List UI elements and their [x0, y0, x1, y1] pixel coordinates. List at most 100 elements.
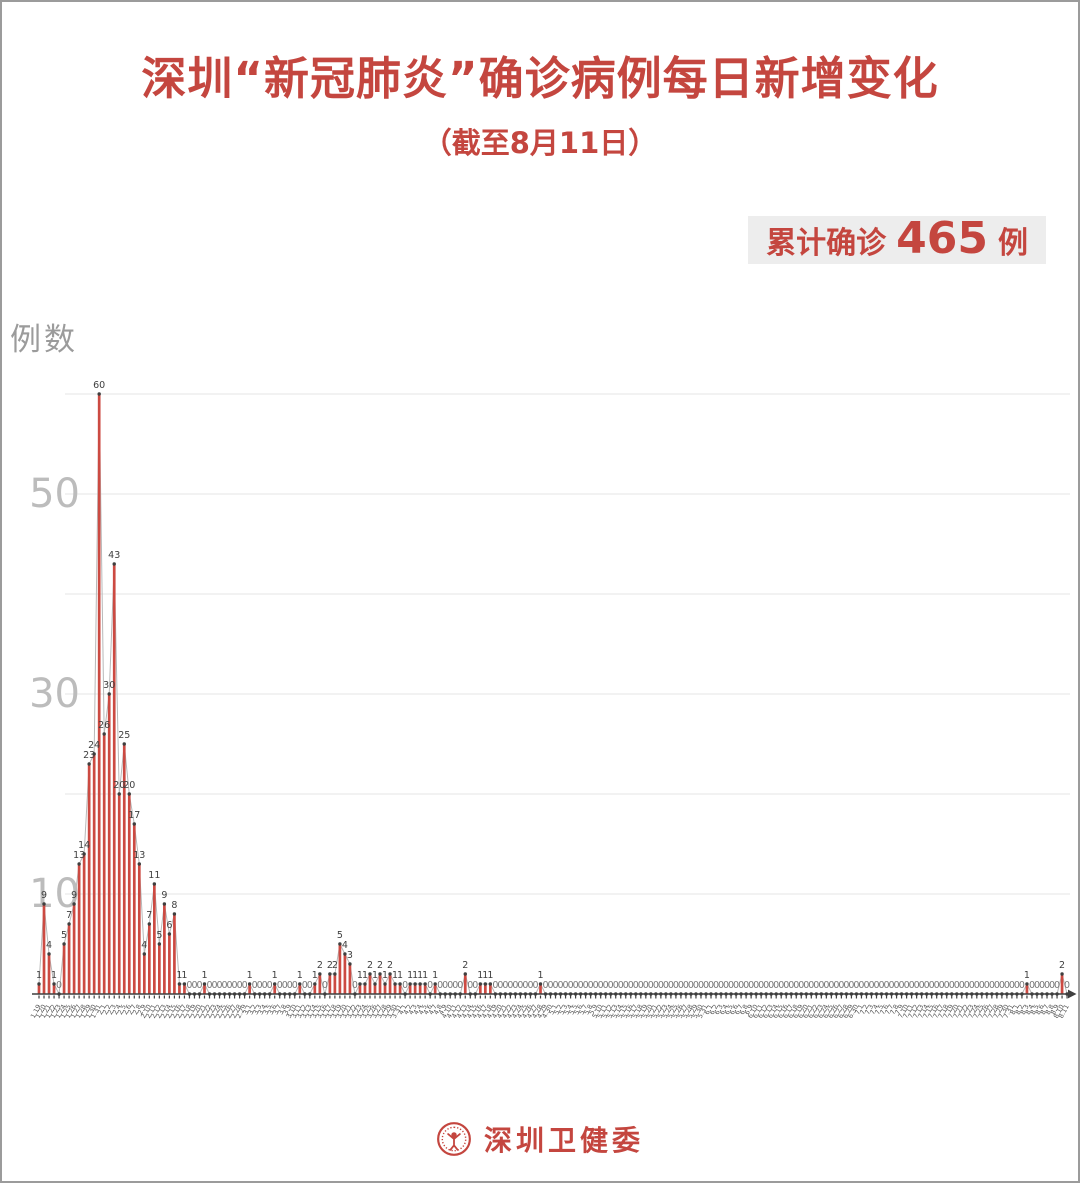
value-label: 0	[788, 980, 794, 991]
value-label: 0	[222, 980, 228, 991]
value-label: 0	[427, 980, 433, 991]
x-tick	[595, 995, 597, 999]
x-tick	[665, 995, 667, 999]
shenzhen-health-commission-seal-icon	[437, 1122, 471, 1156]
value-label: 0	[467, 980, 473, 991]
value-label: 0	[287, 980, 293, 991]
x-tick	[439, 995, 441, 999]
value-label: 0	[593, 980, 599, 991]
value-label: 0	[558, 980, 564, 991]
x-tick	[163, 995, 165, 999]
value-label: 5	[337, 930, 343, 941]
data-point-marker	[167, 932, 172, 936]
value-label: 0	[542, 980, 548, 991]
value-label: 0	[292, 980, 298, 991]
value-label: 0	[878, 980, 884, 991]
value-label: 0	[738, 980, 744, 991]
value-label: 4	[46, 940, 52, 951]
date-label: 7.1	[853, 1003, 865, 1016]
value-label: 0	[894, 980, 900, 991]
value-label: 0	[277, 980, 283, 991]
org-name: 深圳卫健委	[483, 1124, 644, 1157]
bar	[37, 984, 41, 994]
bar	[147, 924, 151, 994]
x-tick	[905, 995, 908, 999]
value-label: 0	[242, 980, 248, 991]
value-label: 0	[522, 980, 528, 991]
x-tick	[885, 995, 888, 999]
data-point-marker	[413, 982, 417, 986]
date-label: 5.1	[547, 1003, 559, 1016]
x-tick	[188, 995, 191, 999]
value-label: 0	[457, 980, 463, 991]
value-label: 0	[613, 980, 619, 991]
date-label: 8.3	[1019, 1003, 1031, 1016]
value-label: 1	[362, 970, 368, 981]
value-label: 1	[487, 970, 493, 981]
x-tick	[459, 995, 461, 999]
x-tick	[780, 995, 782, 999]
data-point-marker	[373, 982, 377, 986]
value-label: 2	[367, 960, 373, 971]
date-label: 8.6	[1034, 1003, 1046, 1016]
data-point-marker	[313, 982, 317, 986]
x-tick	[529, 995, 532, 999]
value-label: 0	[848, 980, 854, 991]
bar	[483, 984, 487, 994]
x-tick	[670, 995, 672, 999]
x-tick	[916, 995, 918, 999]
value-label: 0	[793, 980, 799, 991]
value-label: 0	[262, 980, 268, 991]
date-label: 7.9	[893, 1003, 905, 1016]
x-tick	[374, 995, 376, 999]
date-label: 4.9	[437, 1003, 449, 1016]
x-tick	[695, 995, 697, 999]
value-label: 0	[282, 980, 288, 991]
x-tick	[805, 995, 807, 999]
data-point-marker	[82, 852, 86, 856]
x-tick	[895, 995, 898, 999]
x-tick	[1016, 995, 1018, 999]
value-label: 8	[171, 900, 177, 911]
bar	[393, 984, 397, 994]
date-label: 4.7	[427, 1003, 439, 1016]
bar	[418, 984, 422, 994]
x-tick	[534, 995, 537, 999]
value-label: 11	[148, 870, 160, 881]
x-tick	[936, 995, 938, 999]
x-tick	[399, 995, 401, 999]
x-tick	[569, 995, 572, 999]
value-label: 0	[553, 980, 559, 991]
value-label: 0	[884, 980, 890, 991]
date-label: 2.7	[126, 1003, 138, 1016]
x-tick	[354, 995, 356, 999]
x-tick	[549, 995, 552, 999]
value-label: 0	[748, 980, 754, 991]
data-point-marker	[463, 972, 467, 976]
x-tick	[128, 995, 130, 999]
x-tick	[900, 995, 903, 999]
value-label: 0	[608, 980, 614, 991]
bar	[478, 984, 482, 994]
x-tick	[279, 995, 281, 999]
value-label: 1	[297, 970, 303, 981]
x-tick	[329, 995, 331, 999]
x-tick	[790, 995, 792, 999]
bar	[163, 904, 166, 994]
badge-value: 465	[896, 213, 988, 264]
value-label: 30	[103, 680, 115, 691]
x-tick	[620, 995, 622, 999]
date-label: 3.6	[267, 1003, 279, 1016]
date-label: 7.2	[858, 1003, 870, 1016]
x-tick	[840, 995, 842, 999]
value-label: 0	[1054, 980, 1060, 991]
value-label: 0	[497, 980, 503, 991]
x-tick	[675, 995, 677, 999]
x-tick	[1026, 995, 1028, 999]
x-tick	[564, 995, 567, 999]
value-label: 0	[1049, 980, 1055, 991]
x-tick	[153, 995, 155, 999]
value-label: 0	[1034, 980, 1040, 991]
x-tick	[800, 995, 802, 999]
x-tick	[309, 995, 311, 999]
